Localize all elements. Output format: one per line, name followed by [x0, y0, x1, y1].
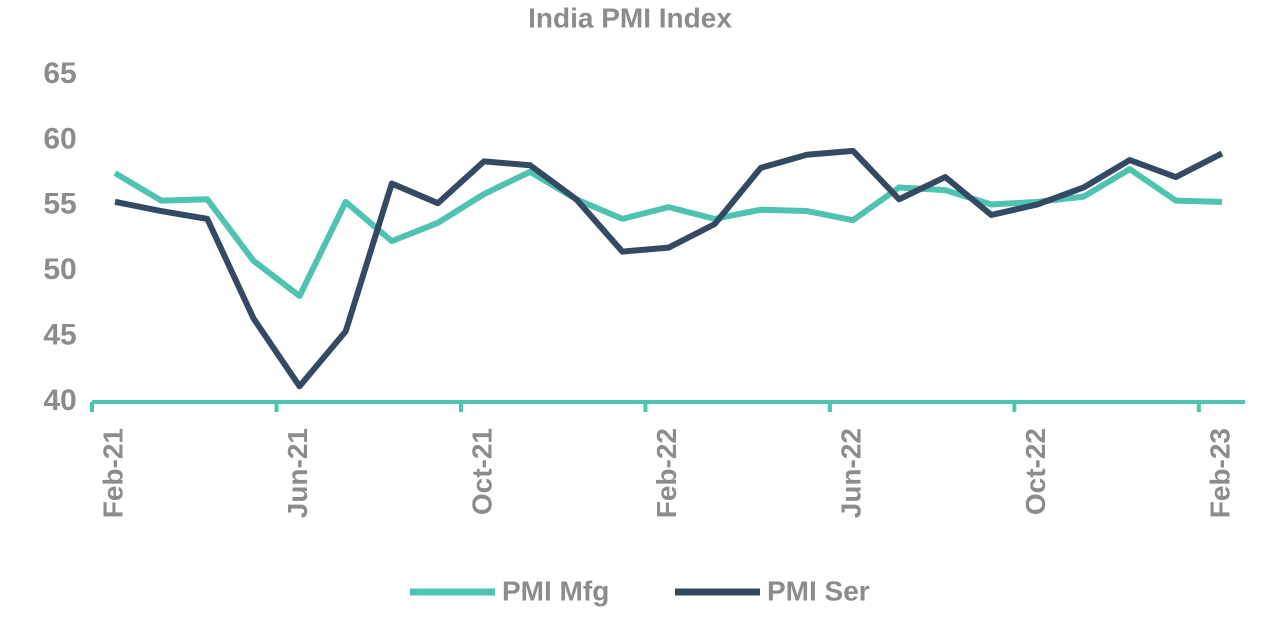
x-tick-label: Feb-23: [1204, 428, 1235, 518]
x-tick-label: Jun-21: [282, 428, 313, 518]
y-tick-label: 55: [43, 188, 76, 221]
y-tick-label: 65: [43, 57, 76, 90]
x-tick-label: Feb-22: [651, 428, 682, 518]
y-tick-label: 40: [43, 384, 76, 417]
chart-title: India PMI Index: [528, 2, 732, 33]
x-tick-label: Oct-21: [466, 428, 497, 515]
legend-label: PMI Ser: [767, 575, 870, 606]
y-tick-label: 60: [43, 122, 76, 155]
y-tick-label: 50: [43, 253, 76, 286]
x-tick-label: Feb-21: [97, 428, 128, 518]
x-tick-label: Jun-22: [835, 428, 866, 518]
series-line: [113, 166, 1223, 300]
legend-label: PMI Mfg: [502, 575, 609, 606]
x-tick-label: Oct-22: [1020, 428, 1051, 515]
y-tick-label: 45: [43, 319, 76, 352]
series-line: [114, 147, 1224, 390]
